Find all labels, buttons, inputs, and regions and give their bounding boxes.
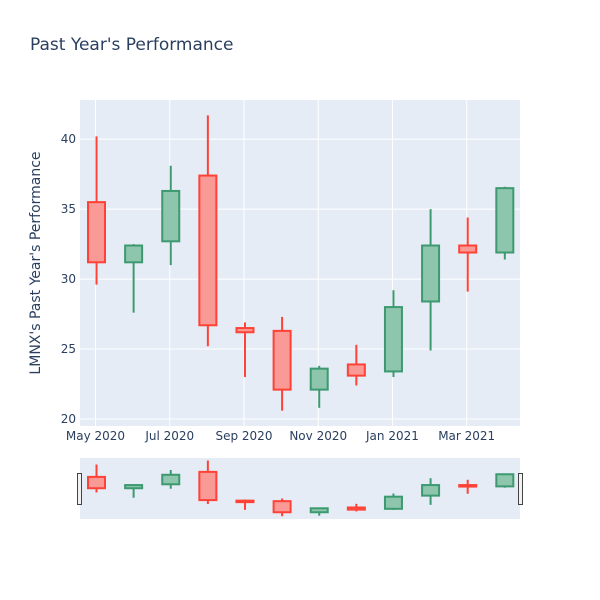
mini-candle: [124, 484, 144, 498]
mini-candle: [161, 470, 181, 489]
candle-body: [198, 174, 218, 327]
y-tick-label: 25: [61, 342, 76, 356]
chart-title: Past Year's Performance: [30, 35, 234, 55]
candle-body: [346, 506, 366, 511]
candles: [87, 115, 515, 411]
mini-candle: [87, 464, 106, 493]
range-slider-right-handle[interactable]: [518, 473, 523, 505]
candle: [458, 217, 478, 292]
candle: [87, 136, 106, 285]
x-tick-label: Jan 2021: [365, 429, 419, 443]
candle: [198, 115, 218, 347]
candle-body: [458, 244, 478, 254]
plot-area: [80, 100, 520, 426]
candle-body: [124, 244, 144, 264]
candle: [161, 165, 181, 266]
candle: [346, 344, 366, 386]
candle-body: [161, 189, 181, 243]
mini-candle: [235, 499, 255, 510]
candle-body: [87, 475, 106, 490]
x-tick-labels: May 2020 Jul 2020 Sep 2020 Nov 2020 Jan 2021…: [66, 429, 495, 443]
candle: [272, 316, 292, 411]
candle-body: [235, 327, 255, 334]
y-axis-label: LMNX's Past Year's Performance: [28, 151, 44, 374]
candle: [383, 290, 403, 378]
candle-body: [346, 363, 366, 377]
y-tick-label: 40: [61, 132, 76, 146]
candle-body: [458, 484, 478, 488]
mini-candle: [346, 503, 366, 512]
candle-body: [309, 507, 329, 514]
candle-body: [272, 500, 292, 514]
y-tick-label: 30: [61, 272, 76, 286]
candle-body: [421, 484, 441, 497]
candle-body: [235, 499, 255, 504]
y-tick-label: 20: [61, 412, 76, 426]
candle-body: [161, 473, 181, 486]
mini-candle: [272, 498, 292, 517]
candle-body: [495, 473, 515, 488]
mini-candle: [458, 479, 478, 494]
candle-body: [421, 244, 441, 303]
x-tick-label: May 2020: [66, 429, 125, 443]
candle-body: [383, 495, 403, 510]
y-tick-labels: 20 25 30 35 40: [61, 132, 76, 426]
range-slider[interactable]: [80, 458, 520, 519]
mini-candle: [309, 507, 329, 516]
candle-body: [87, 201, 106, 264]
candle: [309, 365, 329, 408]
x-tick-label: Jul 2020: [144, 429, 194, 443]
candle-body: [383, 306, 403, 373]
candle: [495, 186, 515, 260]
candle-body: [495, 187, 515, 254]
mini-candle: [421, 478, 441, 505]
candle-body: [272, 329, 292, 391]
range-slider-left-handle[interactable]: [77, 473, 82, 505]
candle-body: [124, 484, 144, 490]
mini-candle: [383, 493, 403, 510]
y-tick-label: 35: [61, 202, 76, 216]
candle-body: [198, 470, 218, 502]
candle: [124, 244, 144, 313]
x-tick-label: Sep 2020: [215, 429, 272, 443]
candle: [421, 209, 441, 351]
range-slider-candles: [87, 460, 515, 517]
candle-body: [309, 367, 329, 391]
x-tick-label: Nov 2020: [289, 429, 347, 443]
candle: [235, 322, 255, 378]
x-tick-label: Mar 2021: [438, 429, 495, 443]
mini-candle: [495, 473, 515, 488]
mini-candle: [198, 460, 218, 505]
